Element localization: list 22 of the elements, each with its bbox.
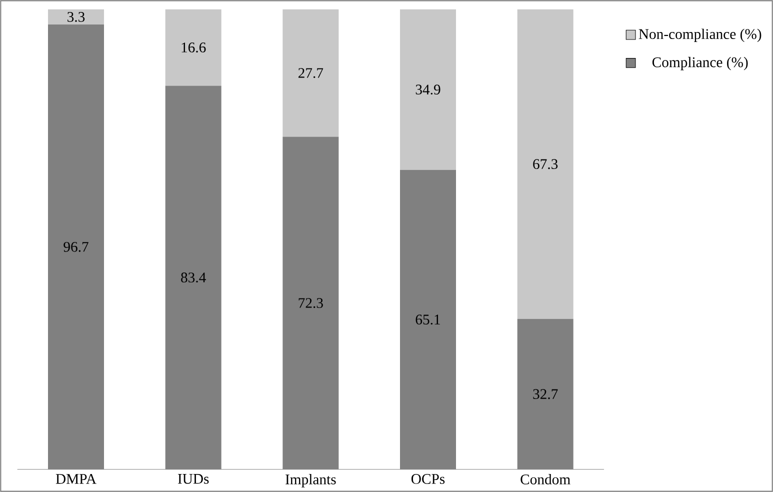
- data-label: 96.7: [64, 242, 88, 252]
- data-label: 32.7: [533, 389, 558, 400]
- data-label: 83.4: [181, 272, 206, 282]
- x-tick-label: OCPs: [411, 474, 445, 484]
- data-label: 27.7: [298, 68, 324, 78]
- data-label: 72.3: [298, 298, 323, 308]
- data-label: 65.1: [416, 314, 440, 325]
- data-label: 67.3: [533, 159, 558, 170]
- x-tick-label: Implants: [286, 474, 336, 488]
- bar: [48, 9, 104, 25]
- x-tick-label: IUDs: [178, 474, 209, 484]
- legend-label: Non-compliance (%): [638, 28, 762, 42]
- data-label: 16.6: [182, 42, 206, 52]
- bar: [165, 9, 222, 86]
- legend-label: Compliance (%): [652, 56, 748, 70]
- x-tick-label: Condom: [520, 474, 570, 484]
- x-tick-label: DMPA: [56, 474, 96, 484]
- data-label: 3.3: [68, 12, 85, 22]
- bar: [282, 9, 339, 137]
- bar: [400, 9, 456, 170]
- data-label: 34.9: [416, 84, 440, 95]
- bar: [517, 9, 574, 319]
